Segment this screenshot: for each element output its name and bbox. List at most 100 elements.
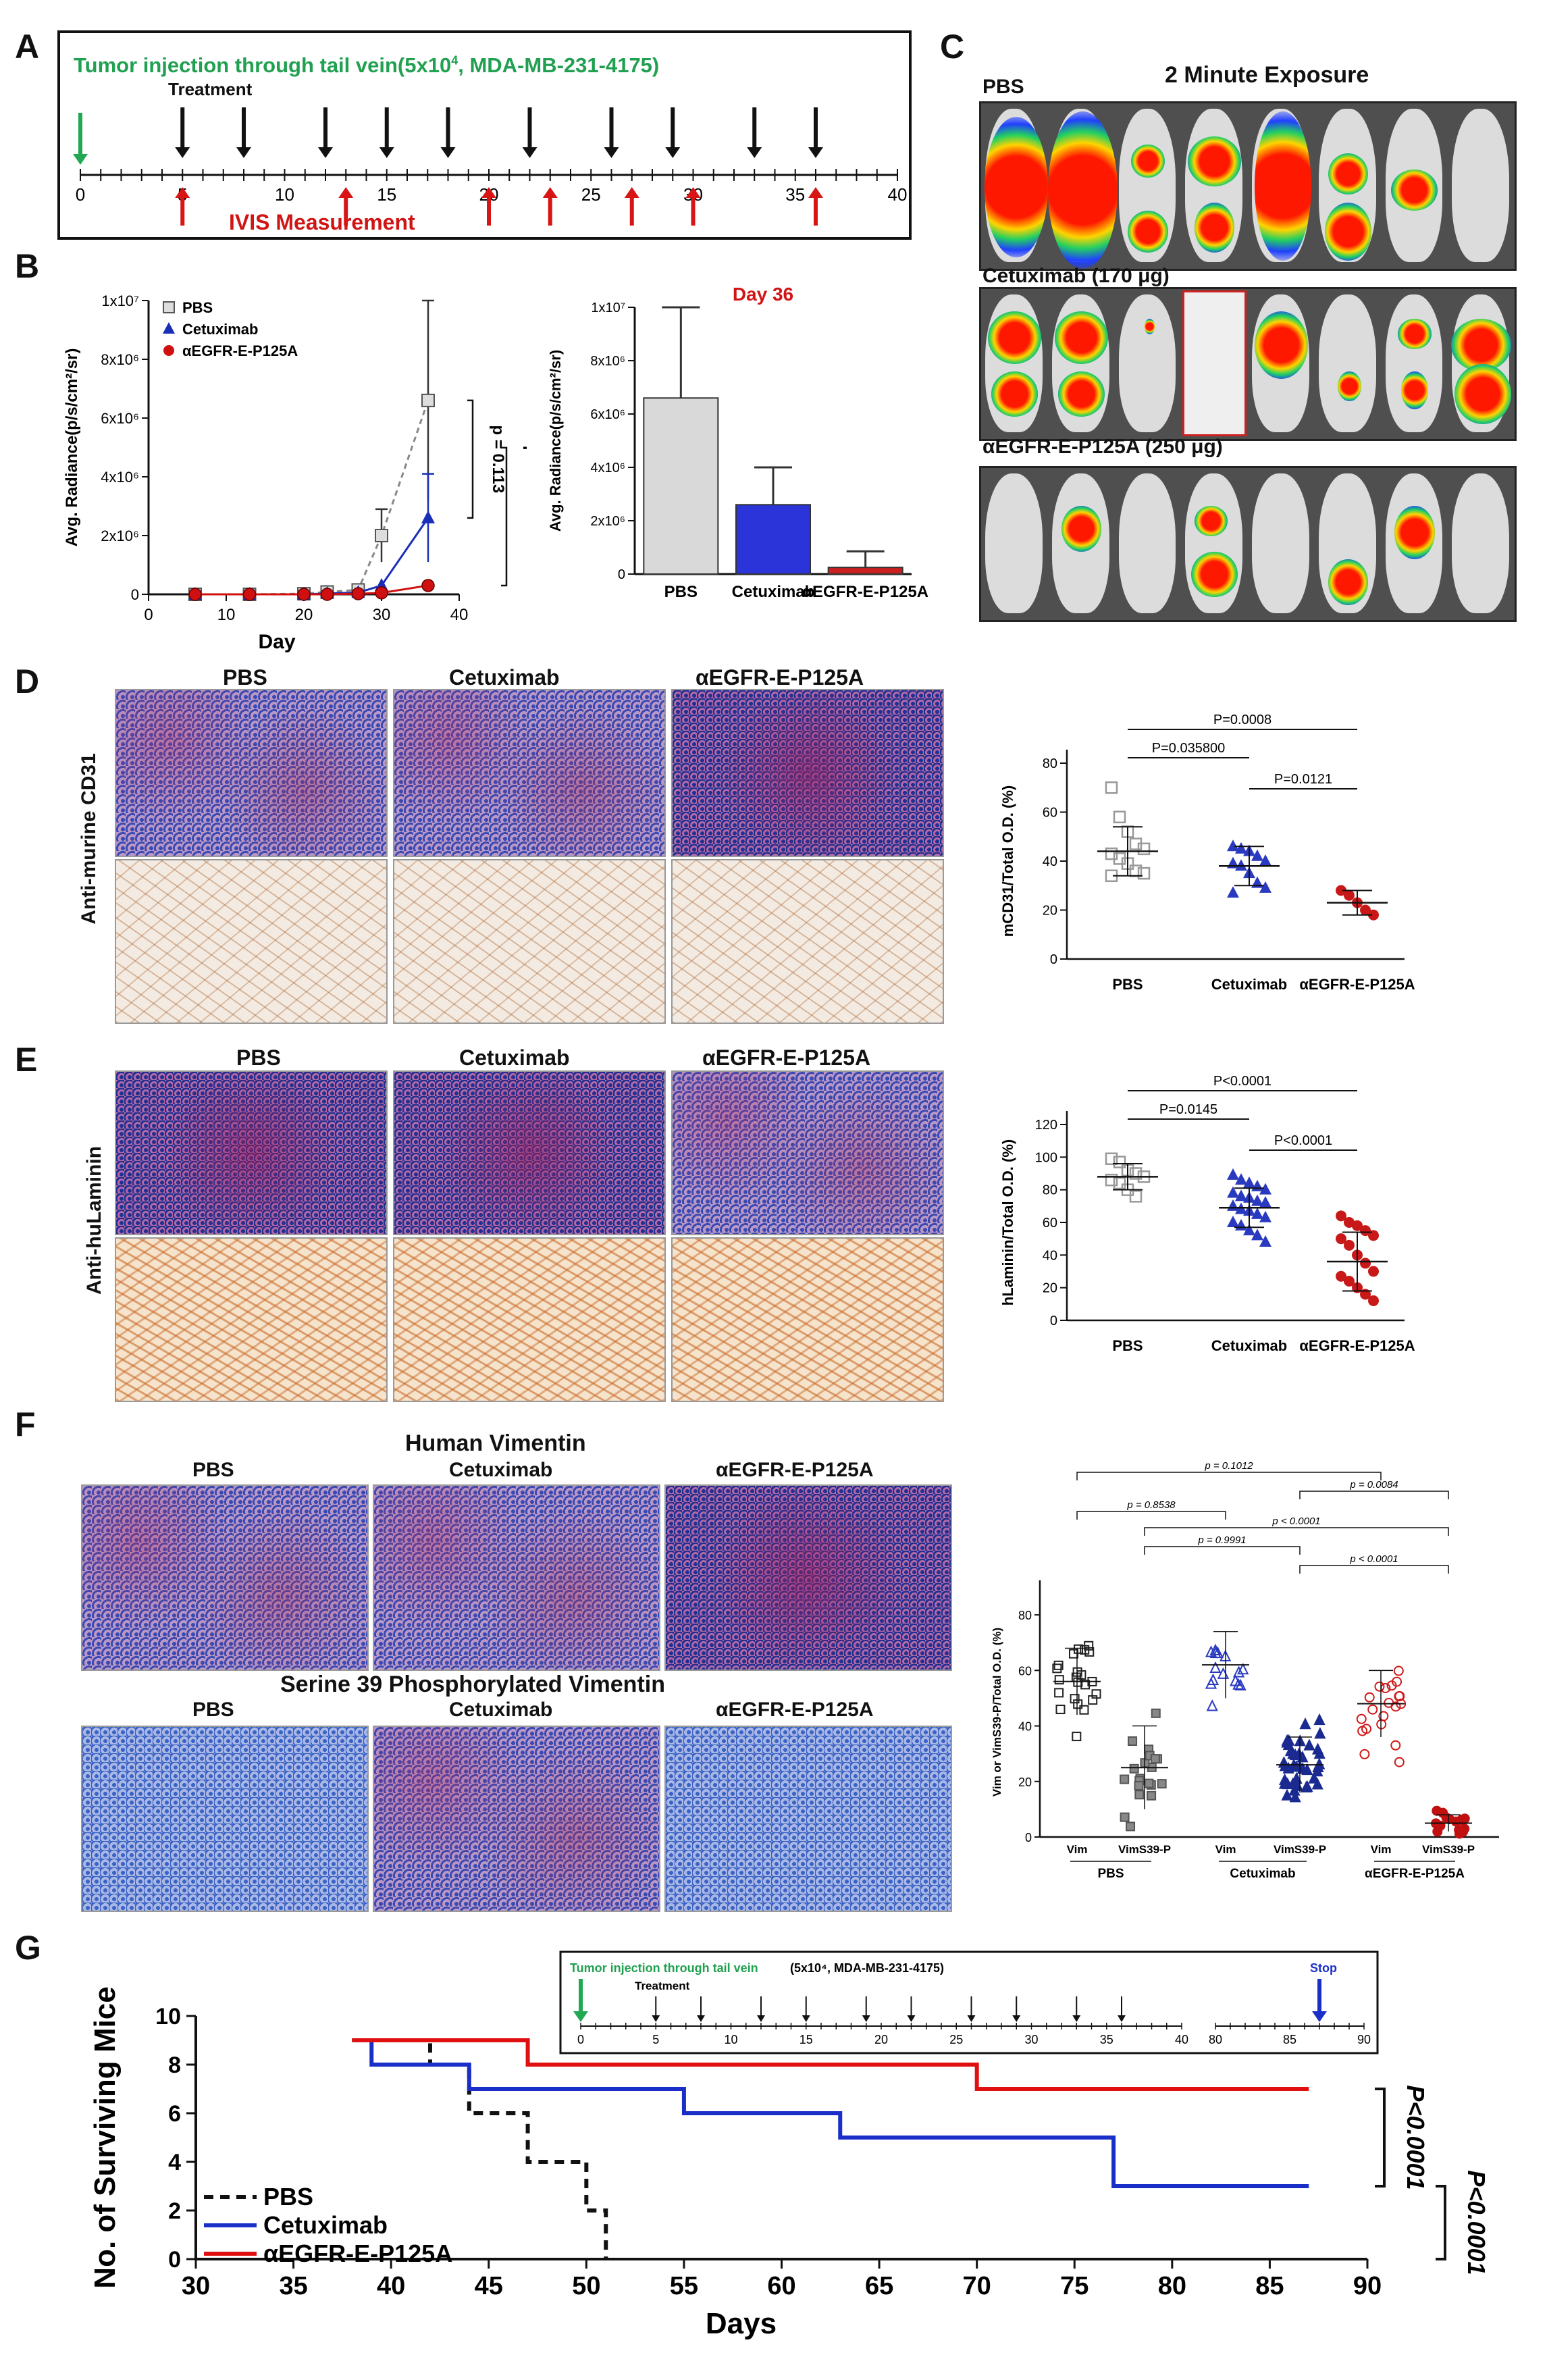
panel-e-tissue-cet-top [393,1070,666,1235]
bioluminescence-signal [1254,111,1311,261]
panel-f-col-aeg-1: αEGFR-E-P125A [716,1459,874,1481]
data-point [1344,1276,1355,1287]
treatment-arrow-head [236,147,251,158]
panel-letter-c: C [940,28,965,66]
inset-tick-label: 10 [724,2033,737,2046]
data-point [1300,1780,1313,1792]
data-point [1105,1173,1118,1187]
x-tick-label: 45 [475,2272,503,2300]
data-point [1313,1713,1326,1726]
data-point-aegfr [351,587,365,600]
legend-label: αEGFR-E-P125A [182,342,298,359]
bioluminescence-signal [1338,371,1361,402]
legend-marker-aegfr [163,345,174,356]
legend-label: Cetuximab [263,2211,388,2239]
bioluminescence-signal [991,371,1038,417]
data-point [1374,1681,1385,1692]
survival-curve-2 [352,2038,1309,2091]
p-value-label: p = 0.9991 [1197,1534,1246,1546]
timeline-tick-label: 0 [76,184,85,205]
data-point [1053,1660,1064,1670]
data-point [1207,1673,1220,1686]
x-tick-label: 75 [1060,2272,1089,2300]
panel-d-tissue-aeg-bot [671,859,944,1024]
inset-title: Tumor injection through tail vein [570,1961,758,1975]
data-point [1054,1675,1064,1685]
data-point [1232,1665,1245,1678]
data-point [1289,1748,1301,1761]
p-value-2: p = 0.0182 - 0.0423 [523,446,527,588]
data-point [1235,1173,1247,1185]
missing-mouse-box [1182,290,1247,436]
p-value-top: P=0.0008 [1213,713,1271,727]
panel-d-row-label: Anti-murine CD31 [78,753,100,925]
x-tick-label: 30 [182,2272,210,2300]
p-value-label: p = 0.0084 [1349,1479,1398,1491]
data-point [1278,1777,1291,1789]
inset-treatment-arrowhead [1118,2015,1126,2022]
data-point-aegfr [188,588,202,601]
ivis-arrow-head [624,187,639,198]
y-tick-label: 0 [1025,1831,1032,1844]
data-point [1360,1258,1371,1269]
inset-tick-label: 40 [1175,2033,1188,2046]
x-category-label: Vim [1371,1843,1392,1856]
panel-f-title-1: Human Vimentin [405,1430,586,1456]
data-point [1432,1805,1442,1816]
data-point [1105,1152,1118,1165]
data-point [1360,1225,1371,1237]
bar-2 [827,567,903,575]
data-point [1243,1176,1255,1188]
bioluminescence-signal [1191,551,1238,598]
p-value-label: p < 0.0001 [1271,1516,1320,1527]
y-tick-label: 20 [1018,1776,1032,1789]
data-point [1129,1167,1143,1180]
y-tick-label: 100 [1035,1150,1057,1165]
panel-e-tissue-aeg-top [671,1070,944,1235]
panel-c-group-cetuximab: Cetuximab (170 μg) [982,265,1170,287]
data-point [1073,1699,1083,1709]
data-point [1227,1199,1239,1211]
data-point [1113,1176,1126,1190]
panel-f-col-cet-2: Cetuximab [449,1699,553,1721]
y-tick-label: 40 [1018,1720,1032,1734]
bioluminescence-signal [987,311,1041,364]
p-value-1: p = 0.113 [489,425,507,494]
y-tick-label: 80 [1043,1183,1057,1198]
y-tick-label: 1x10⁷ [591,301,625,315]
data-point [1206,1699,1218,1711]
data-point [1394,1757,1405,1767]
x-category-label: VimS39-P [1118,1843,1171,1856]
timeline-tick-label: 35 [785,184,805,205]
data-point [1356,1713,1367,1724]
inset-box [559,1950,1379,2054]
x-category-label: Vim [1067,1843,1088,1856]
data-point [1080,1680,1091,1690]
bar-1 [735,504,811,575]
bioluminescence-signal [1328,153,1368,195]
bioluminescence-signal [1144,319,1155,334]
y-tick-label: 40 [1043,854,1057,869]
panel-f-tissue-cet-bot [373,1726,660,1912]
panel-a-title: Tumor injection through tail vein(5x104,… [74,53,660,77]
panel-e-tissue-pbs-top [115,1070,388,1235]
x-tick-label: 70 [963,2272,991,2300]
data-point [1227,1186,1239,1198]
bioluminescence-signal [1057,371,1105,417]
data-point [1227,839,1239,852]
data-point [1251,1207,1263,1219]
legend-marker-pbs [163,301,175,313]
data-point [1259,881,1271,893]
x-tick-label: 20 [295,606,313,624]
data-point [1303,1738,1315,1751]
data-point [1052,1663,1062,1674]
x-category-label: Cetuximab [732,583,815,601]
panel-c-strip-pbs [979,101,1517,271]
mouse [1452,473,1509,613]
data-point [1235,842,1247,854]
x-tick-label: 0 [144,606,153,624]
data-point [1113,1156,1126,1168]
data-point [1259,1183,1271,1195]
data-point [1259,1210,1271,1222]
ivis-arrow-head [175,187,190,198]
